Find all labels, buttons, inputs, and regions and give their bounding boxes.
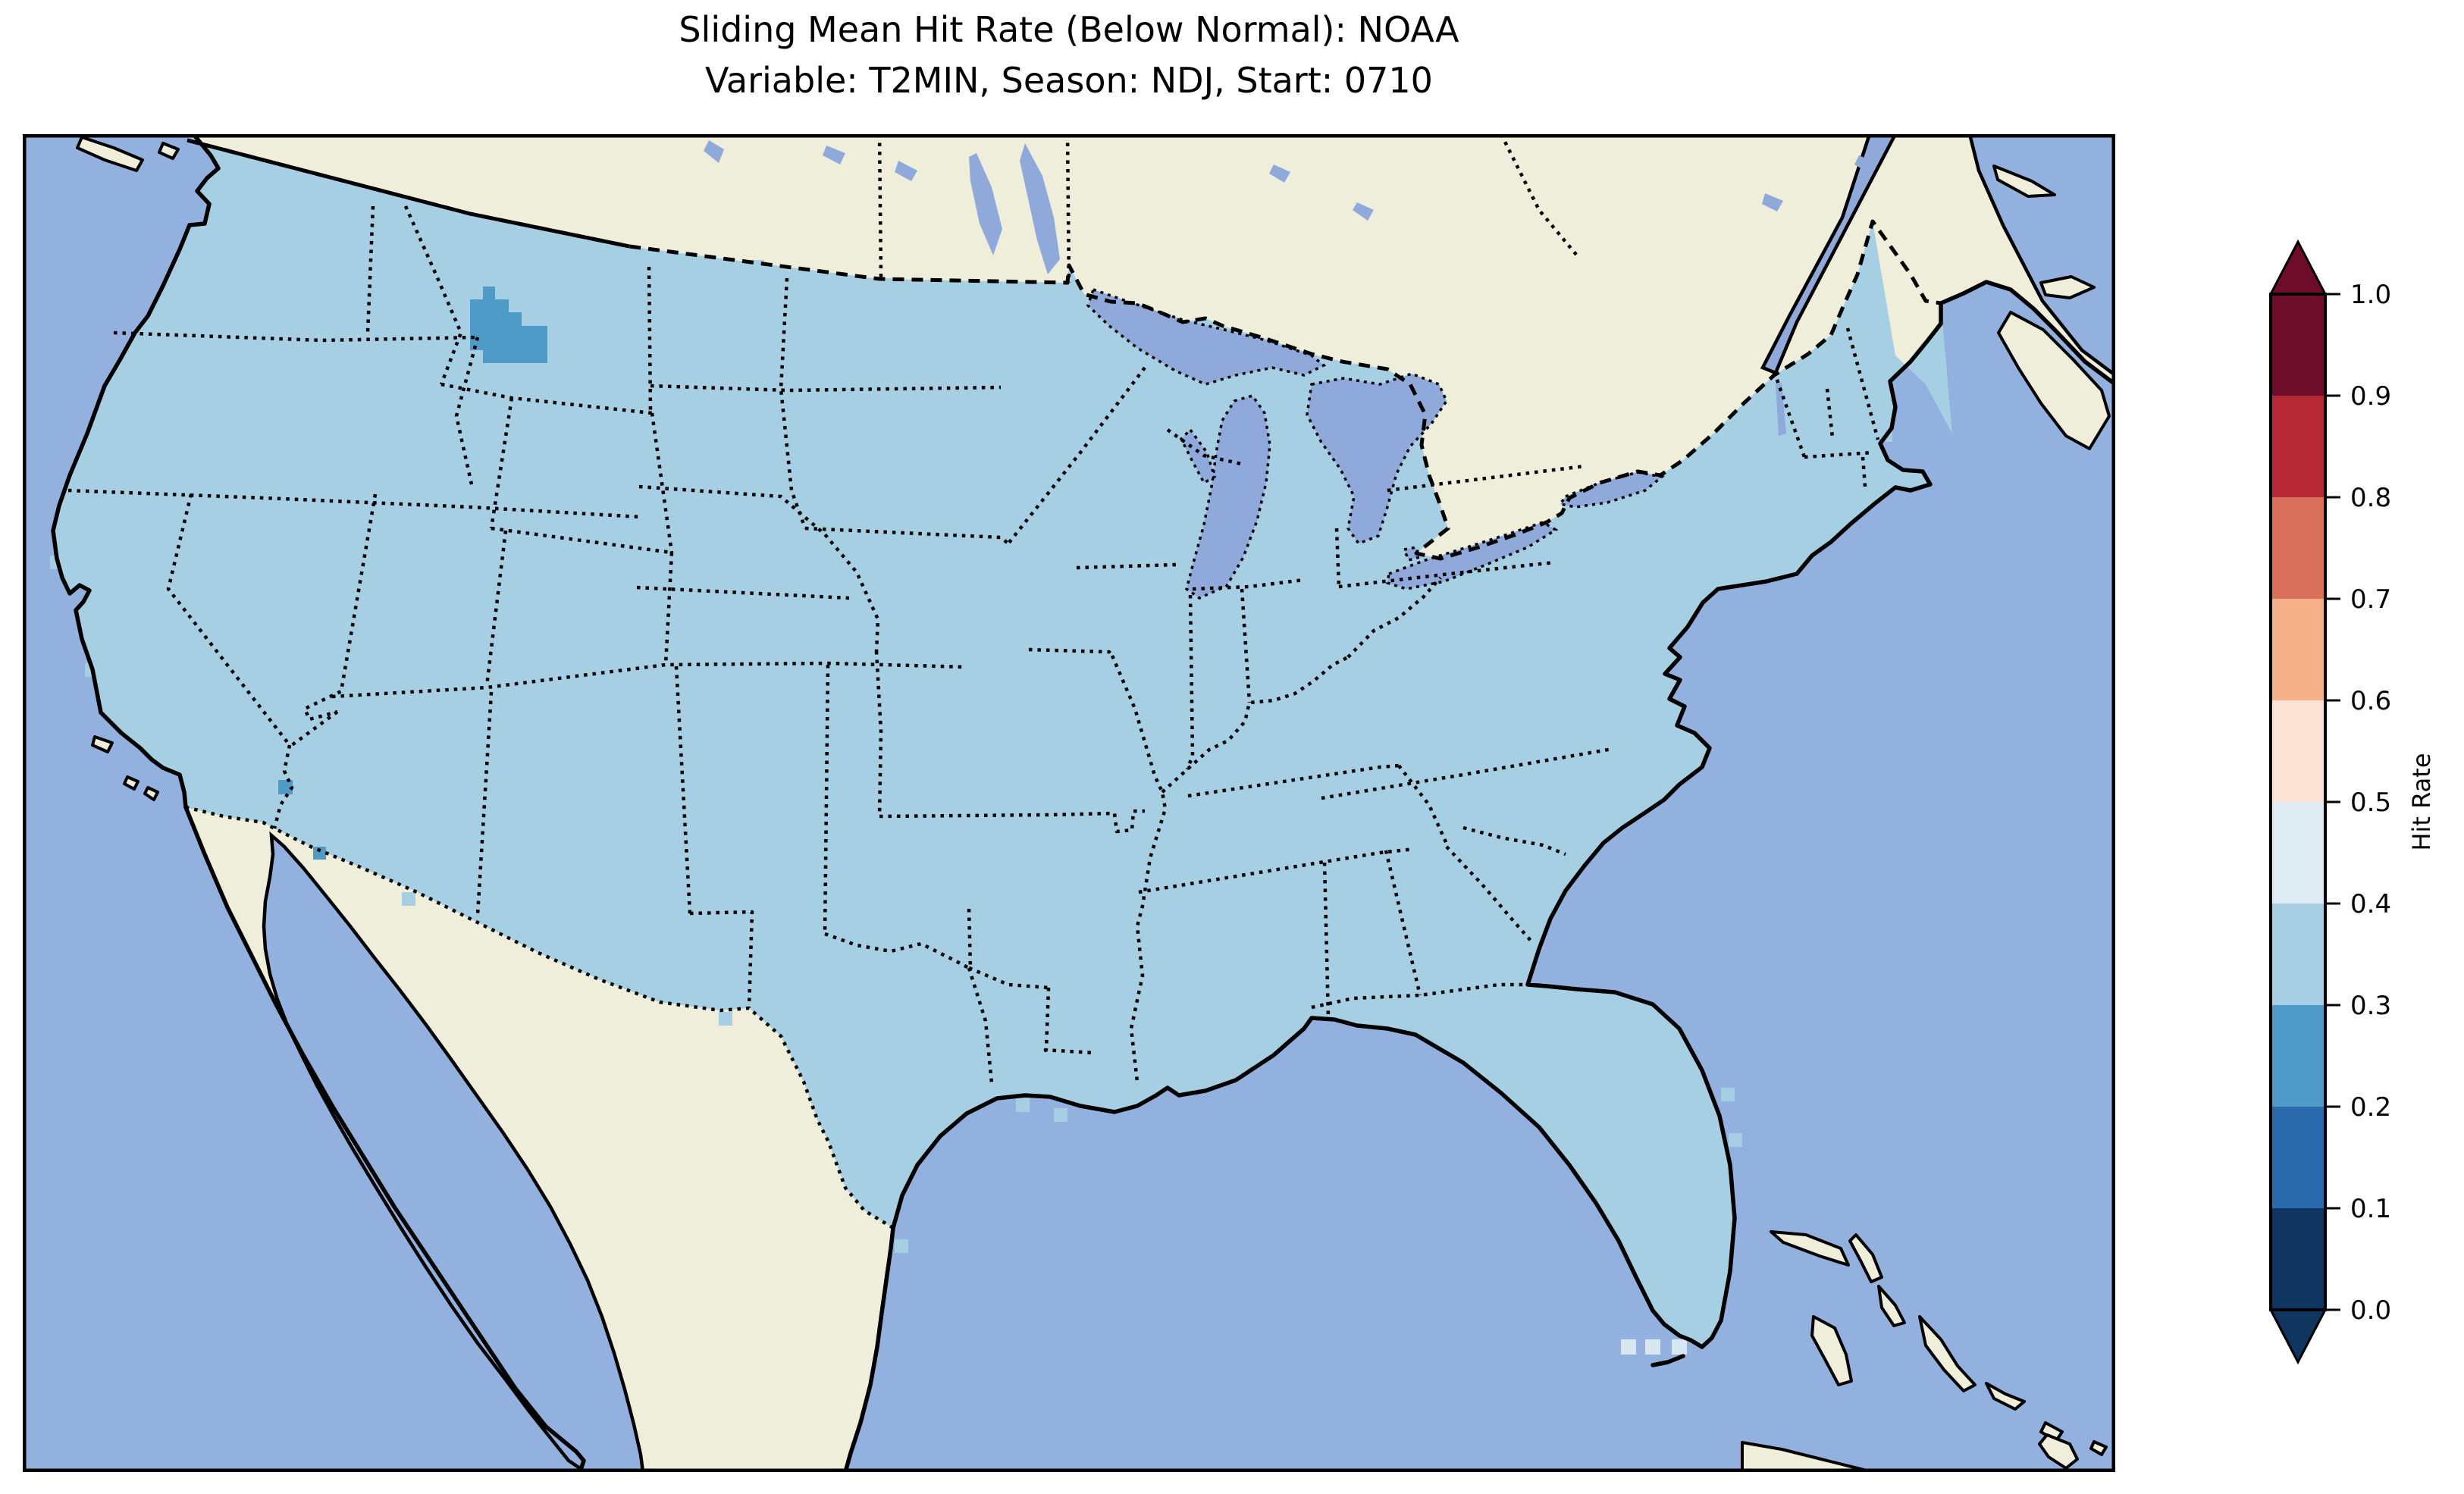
lake-michigan (1184, 393, 1271, 600)
svg-text:0.7: 0.7 (2350, 584, 2391, 615)
svg-text:0.2: 0.2 (2350, 1092, 2391, 1123)
lake-huron (1306, 372, 1448, 546)
map-frame (23, 134, 2115, 1472)
long-island-bahamas (1918, 1315, 1977, 1392)
green-bay (1179, 428, 1217, 485)
gulf-atlantic-coastline (891, 280, 2115, 1349)
lake-erie (1386, 521, 1559, 590)
state-borders (67, 205, 1880, 1084)
us-grid-overshoot-cells (50, 218, 1892, 1253)
province-borders (877, 134, 1578, 283)
us-region (53, 134, 1952, 1347)
chart-title-line2: Variable: T2MIN, Season: NDJ, Start: 071… (705, 59, 1433, 101)
channel-islands (91, 735, 114, 753)
colorbar-svg: 1.0 0.9 0.8 0.7 0.6 0.5 0.4 0.3 0.2 0.1 … (2268, 239, 2436, 1365)
az-mexico-border-cell (313, 847, 326, 860)
st-lawrence-river (1760, 134, 1898, 375)
florida-keys (1651, 1354, 1685, 1367)
us-mexico-border (185, 805, 895, 1229)
montana-patch (470, 287, 547, 363)
vancouver-island (76, 136, 144, 172)
colorbar-arrow-top (2268, 239, 2328, 296)
grand-bahama (1770, 1230, 1850, 1267)
canadian-lakes (704, 140, 1876, 436)
cuba (1741, 1441, 1874, 1472)
eleuthera (1877, 1285, 1906, 1327)
lake-champlain (1776, 383, 1786, 436)
abaco (1848, 1233, 1883, 1283)
lake-st-clair (1402, 545, 1422, 562)
colorbar-ticks: 1.0 0.9 0.8 0.7 0.6 0.5 0.4 0.3 0.2 0.1 … (2325, 280, 2391, 1326)
coastline (51, 134, 586, 1472)
svg-text:0.5: 0.5 (2350, 788, 2391, 818)
prince-edward-island (2039, 275, 2096, 299)
andros (1810, 1315, 1853, 1386)
svg-text:0.3: 0.3 (2350, 991, 2391, 1021)
chart-title-line1: Sliding Mean Hit Rate (Below Normal): NO… (679, 9, 1459, 50)
mexico-gulf-coastline (843, 1226, 895, 1472)
conus-map (23, 134, 2115, 1472)
colorbar-axis-label: Hit Rate (2407, 753, 2436, 850)
colorbar: 1.0 0.9 0.8 0.7 0.6 0.5 0.4 0.3 0.2 0.1 … (2244, 189, 2464, 1433)
great-lakes (1086, 287, 1666, 600)
florida-keys-cells (1621, 1339, 1687, 1355)
low-hit-rate-cells (278, 287, 547, 860)
colorbar-arrow-bottom (2268, 1308, 2328, 1365)
map-axes (23, 134, 2115, 1472)
islands (76, 136, 2108, 1472)
lake-superior (1086, 287, 1327, 386)
colorbar-bands (2271, 294, 2325, 1310)
svg-text:0.8: 0.8 (2350, 483, 2391, 513)
hispaniola (2038, 1433, 2079, 1470)
gulf-of-st-lawrence (1967, 134, 2115, 377)
lake-ontario (1558, 471, 1666, 509)
san-juan-islands (158, 142, 180, 160)
anticosti-island (1992, 164, 2056, 198)
svg-text:0.4: 0.4 (2350, 889, 2391, 919)
nova-scotia (1997, 311, 2111, 450)
svg-text:0.0: 0.0 (2350, 1295, 2391, 1326)
ca-az-border-cell (278, 780, 293, 794)
svg-text:0.1: 0.1 (2350, 1194, 2391, 1224)
svg-text:1.0: 1.0 (2350, 280, 2391, 310)
chart-title: Sliding Mean Hit Rate (Below Normal): NO… (23, 5, 2115, 105)
svg-text:0.9: 0.9 (2350, 381, 2391, 412)
svg-text:0.6: 0.6 (2350, 686, 2391, 716)
us-canada-border (187, 138, 1942, 561)
